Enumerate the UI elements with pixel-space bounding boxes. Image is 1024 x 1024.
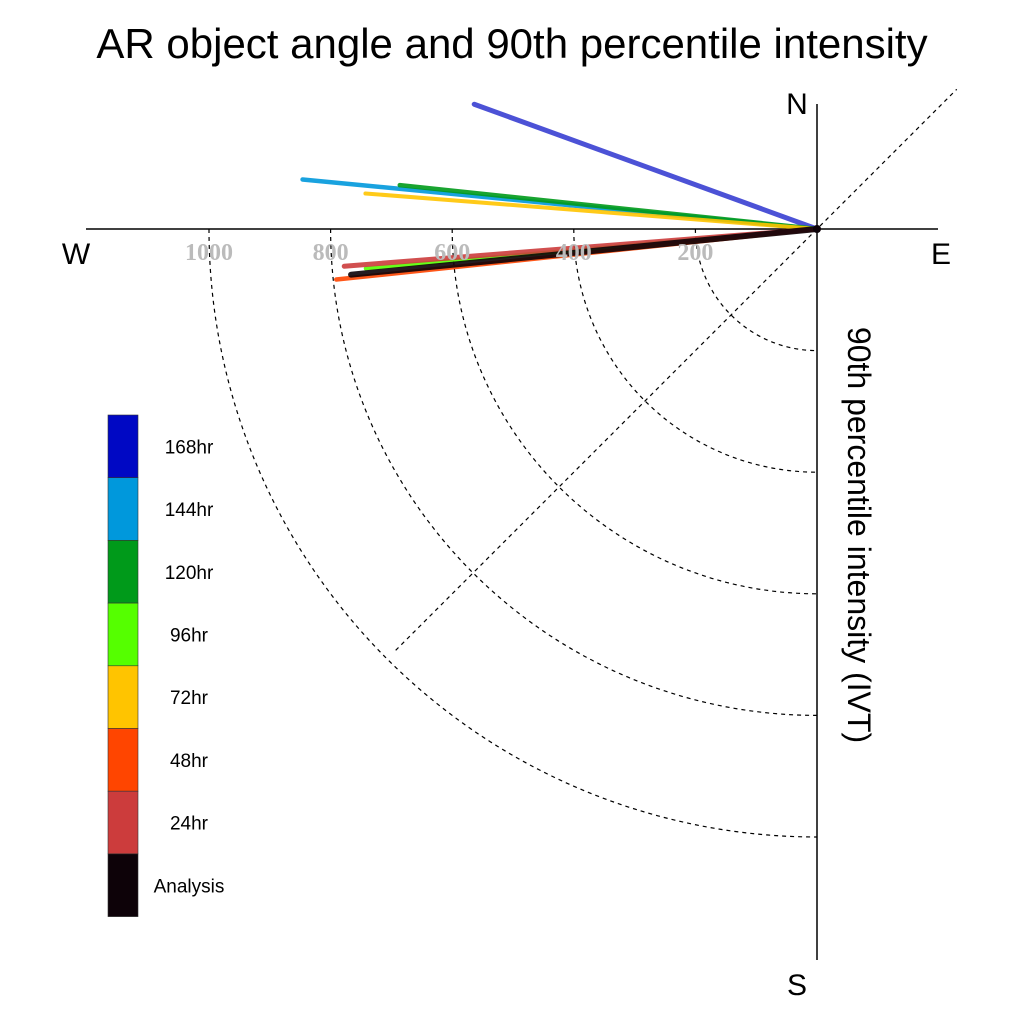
- legend-label-48hr: 48hr: [170, 751, 209, 772]
- compass-north: N: [786, 88, 808, 121]
- compass-east: E: [931, 238, 951, 271]
- grid-circle-200: [694, 228, 818, 352]
- grid-circle-1000: [208, 228, 818, 838]
- legend-swatch-24hr: [107, 790, 139, 855]
- radial-tick-label-1000: 1000: [185, 240, 233, 266]
- legend-swatch-120hr: [107, 540, 139, 604]
- legend-swatch-analysis: [107, 853, 139, 917]
- series-line-analysis: [348, 226, 820, 278]
- compass-south: S: [787, 969, 807, 1002]
- radial-tick-label-800: 800: [313, 240, 349, 266]
- legend-label-168hr: 168hr: [165, 437, 214, 458]
- legend-swatch-168hr: [107, 414, 139, 479]
- legend-swatch-72hr: [107, 665, 139, 729]
- series-line-168hr: [471, 101, 820, 232]
- grid-circle-800: [330, 228, 818, 716]
- legend-swatch-144hr: [107, 477, 139, 541]
- series-lines: [300, 101, 821, 282]
- radial-tick-label-400: 400: [556, 240, 592, 266]
- legend-label-120hr: 120hr: [165, 563, 214, 584]
- y-axis-label: 90th percentile intensity (IVT): [841, 327, 877, 743]
- radial-tick-label-600: 600: [434, 240, 470, 266]
- radial-ticks: 200 400 600 800 1000: [185, 240, 713, 266]
- legend: 168hr 144hr 120hr 96hr 72hr 48hr 24hr Analysis: [107, 414, 225, 917]
- legend-label-96hr: 96hr: [170, 625, 209, 646]
- chart-title: AR object angle and 90th percentile inte…: [96, 20, 927, 67]
- legend-swatch-96hr: [107, 602, 139, 667]
- legend-label-24hr: 24hr: [170, 814, 209, 835]
- legend-swatch-48hr: [107, 728, 139, 792]
- series-line-72hr: [363, 191, 819, 231]
- origin-point: [813, 225, 821, 233]
- compass-west: W: [62, 238, 91, 271]
- legend-label-144hr: 144hr: [165, 500, 214, 521]
- legend-label-analysis: Analysis: [154, 876, 225, 897]
- legend-label-72hr: 72hr: [170, 688, 209, 709]
- grid: [208, 88, 958, 838]
- radial-tick-label-200: 200: [677, 240, 713, 266]
